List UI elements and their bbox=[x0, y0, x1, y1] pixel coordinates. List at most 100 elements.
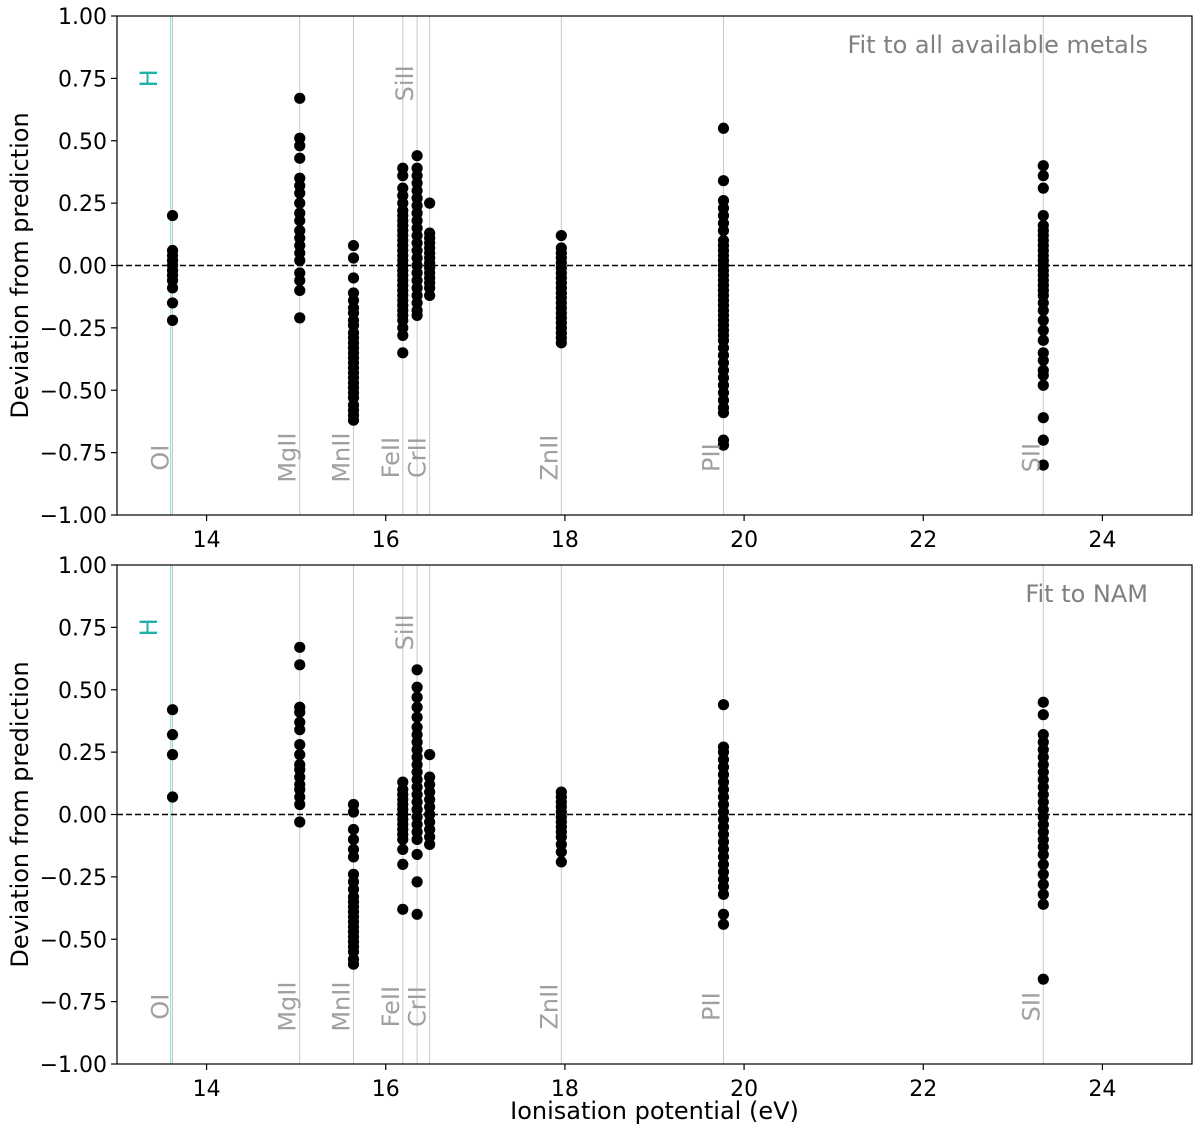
series-znii bbox=[555, 786, 567, 868]
data-point bbox=[294, 659, 306, 671]
series-znii bbox=[555, 229, 567, 349]
y-tick-label: −0.75 bbox=[40, 442, 107, 467]
data-point bbox=[1037, 379, 1049, 391]
x-tick-label: 16 bbox=[372, 1077, 400, 1102]
data-point bbox=[294, 140, 306, 152]
data-point bbox=[411, 691, 423, 703]
series-mnii bbox=[347, 798, 360, 970]
ion-label-crii: CrII bbox=[404, 986, 432, 1027]
data-point bbox=[411, 701, 423, 713]
x-tick-label: 20 bbox=[730, 1077, 758, 1102]
data-point bbox=[717, 439, 730, 451]
data-point bbox=[294, 641, 306, 653]
series-sii bbox=[1037, 160, 1049, 471]
data-point bbox=[347, 823, 360, 836]
data-point bbox=[294, 284, 306, 297]
data-point bbox=[294, 197, 306, 209]
y-tick-label: 0.00 bbox=[58, 255, 107, 280]
hydrogen-label: H bbox=[135, 618, 163, 636]
data-point bbox=[1037, 354, 1049, 366]
x-tick-label: 24 bbox=[1088, 528, 1116, 553]
data-point bbox=[166, 729, 179, 741]
data-point bbox=[411, 711, 423, 723]
ion-label-mnii: MnII bbox=[328, 982, 356, 1032]
y-tick-label: −0.25 bbox=[40, 866, 107, 891]
data-point bbox=[555, 337, 567, 349]
ion-label-crii: CrII bbox=[404, 437, 432, 478]
y-axis-label: Deviation from prediction bbox=[6, 112, 34, 418]
hydrogen-label: H bbox=[135, 69, 163, 87]
series-pii bbox=[717, 699, 730, 930]
data-point bbox=[717, 407, 730, 419]
data-point bbox=[1037, 696, 1049, 708]
data-point bbox=[717, 224, 730, 237]
ion-label-oi: OI bbox=[147, 994, 175, 1020]
data-point bbox=[555, 846, 567, 858]
data-point bbox=[1037, 868, 1049, 880]
data-point bbox=[347, 414, 360, 426]
ion-label-siii: SiII bbox=[391, 614, 419, 650]
data-point bbox=[1037, 858, 1049, 871]
data-point bbox=[1037, 170, 1049, 182]
data-point bbox=[397, 329, 409, 341]
data-point bbox=[294, 798, 306, 811]
data-point bbox=[294, 92, 306, 104]
series-mgii bbox=[294, 641, 306, 828]
series-siii bbox=[411, 664, 423, 920]
data-point bbox=[411, 664, 423, 676]
data-point bbox=[294, 214, 306, 227]
data-point bbox=[1037, 314, 1049, 326]
x-tick-label: 20 bbox=[730, 528, 758, 553]
ion-label-znii: ZnII bbox=[535, 984, 563, 1030]
ion-label-siii: SiII bbox=[391, 65, 419, 101]
series-crii bbox=[424, 749, 436, 851]
data-point bbox=[424, 197, 436, 209]
data-point bbox=[294, 724, 306, 736]
data-point bbox=[347, 252, 360, 264]
data-point bbox=[166, 282, 179, 294]
data-point bbox=[397, 903, 409, 915]
x-tick-label: 22 bbox=[909, 1077, 937, 1102]
x-tick-label: 14 bbox=[193, 528, 221, 553]
ion-label-mnii: MnII bbox=[328, 433, 356, 483]
data-point bbox=[294, 816, 306, 828]
data-point bbox=[1037, 888, 1049, 900]
data-point bbox=[294, 749, 306, 761]
data-point bbox=[1037, 334, 1049, 346]
data-point bbox=[411, 150, 423, 162]
ion-label-pii: PII bbox=[697, 443, 725, 472]
panel-1: OI MgII MnII FeII SiII CrII ZnII PII SII H Fit to … bbox=[6, 5, 1193, 553]
data-point bbox=[411, 833, 423, 846]
series-feii bbox=[397, 162, 409, 359]
ion-label-feii: FeII bbox=[377, 986, 405, 1027]
y-tick-label: 0.00 bbox=[58, 804, 107, 829]
panel-title: Fit to NAM bbox=[1025, 580, 1148, 608]
data-point bbox=[166, 704, 179, 716]
x-tick-label: 14 bbox=[193, 1077, 221, 1102]
data-point bbox=[397, 347, 409, 359]
data-point bbox=[424, 838, 436, 851]
data-point bbox=[397, 858, 409, 871]
data-point bbox=[166, 749, 179, 761]
data-point bbox=[294, 274, 306, 287]
ion-label-sii: SII bbox=[1017, 443, 1045, 472]
ion-label-znii: ZnII bbox=[535, 435, 563, 481]
data-point bbox=[411, 681, 423, 693]
data-point bbox=[1037, 369, 1049, 381]
data-point bbox=[717, 888, 730, 900]
y-tick-label: −1.00 bbox=[40, 504, 107, 529]
data-point bbox=[717, 699, 730, 711]
ion-label-mgii: MgII bbox=[274, 433, 302, 483]
data-point bbox=[1037, 848, 1049, 861]
data-point bbox=[1037, 304, 1049, 317]
data-point bbox=[397, 833, 409, 846]
panel-2: OI MgII MnII FeII SiII CrII ZnII PII SII H Fit to … bbox=[6, 554, 1193, 1125]
data-point bbox=[1037, 709, 1049, 721]
series-feii bbox=[397, 776, 409, 915]
data-point bbox=[1037, 324, 1049, 336]
y-tick-label: 1.00 bbox=[58, 554, 107, 579]
series-mgii bbox=[294, 92, 306, 324]
data-point bbox=[1037, 182, 1049, 194]
y-tick-label: 0.50 bbox=[58, 679, 107, 704]
ion-label-sii: SII bbox=[1017, 992, 1045, 1021]
